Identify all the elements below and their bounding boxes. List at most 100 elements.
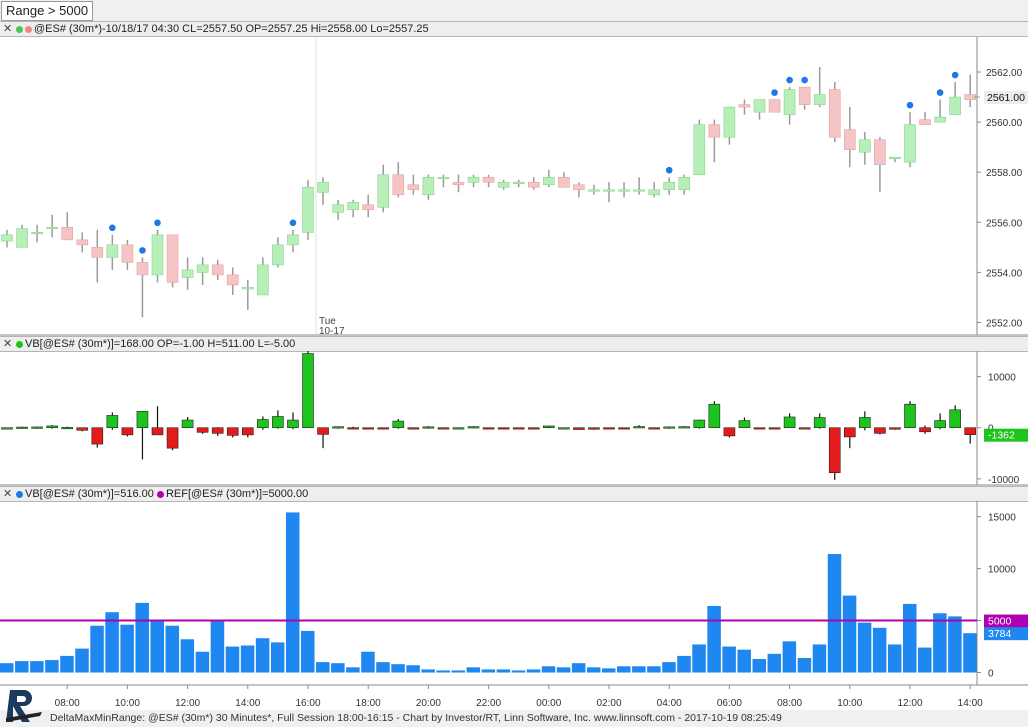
signal-dot [109,224,116,232]
delta-bar [452,427,465,430]
delta-last-label: -1362 [988,430,1015,442]
volume-bar [30,661,44,673]
series-dot-icon [16,25,23,33]
time-tick-label: 10:00 [837,698,862,709]
delta-bar [618,427,630,430]
signal-dot [289,219,297,227]
candle-body [723,106,736,138]
volume-bar [918,647,932,673]
range-filter-label[interactable]: Range > 5000 [1,1,94,21]
delta-bar [813,417,826,429]
footer-text: DeltaMaxMinRange: @ES# (30m*) 30 Minutes… [50,712,782,724]
delta-bar [91,427,104,445]
close-icon[interactable]: ✕ [3,488,13,500]
volume-bar [165,625,180,673]
price-tick-label: 2552.00 [986,318,1023,329]
close-icon[interactable]: ✕ [3,23,13,35]
delta-bar [889,427,901,430]
delta-tick-label: -10000 [988,475,1020,486]
close-icon[interactable]: ✕ [3,338,13,350]
volume-bar [346,667,360,673]
delta-bar [242,427,254,436]
candle-body [377,174,390,208]
volume-bar [60,655,74,673]
delta-bar [648,427,660,430]
time-tick-label: 10:00 [115,698,140,709]
volume-bar [857,622,872,673]
time-tick-label: 20:00 [416,698,441,709]
delta-bar [196,427,209,433]
delta-bar [287,419,299,429]
delta-bar [633,426,645,429]
time-tick-label: 02:00 [596,698,621,709]
candle-body [663,181,676,191]
volume-last-badge [984,627,1028,641]
candle-body [874,139,886,166]
volume-bar [662,662,676,673]
candle-body [588,189,600,192]
volume-bar [677,655,691,673]
last-price-badge [984,91,1028,105]
volume-header-text: VB[@ES# (30m*)]=516.00 [25,488,154,500]
candle-body [889,156,901,160]
candle-body [813,94,826,105]
price-tick-label: 2562.00 [986,68,1023,79]
time-tick-label: 08:00 [55,698,80,709]
delta-bar [723,427,736,437]
volume-bar [391,664,405,673]
time-tick-label: 04:00 [657,698,682,709]
candle-body [226,274,239,286]
delta-last-badge [984,428,1028,442]
volume-bar [466,667,481,673]
delta-bar [377,427,390,430]
signal-dot [801,76,808,84]
volume-bar [963,633,977,673]
delta-bar [753,427,766,430]
candle-body [949,96,961,115]
candle-body [136,262,149,276]
volume-bar [812,644,827,673]
volume-bar [617,666,631,673]
time-tick-label: 12:00 [897,698,922,709]
volume-bar [872,627,887,673]
time-tick-label: 18:00 [356,698,381,709]
delta-bar [166,427,179,449]
price-pane-header: ✕ @ES# (30m*)-10/18/17 04:30 CL=2557.50 … [0,21,1028,37]
delta-bar [61,427,74,430]
volume-bar [632,666,646,673]
candle-body [693,124,706,176]
delta-bar [497,427,510,430]
delta-bar [272,416,284,429]
delta-bar [1,427,13,430]
delta-tick-label: 0 [988,424,994,435]
candle-body [753,99,766,113]
last-price-label: 2561.00 [987,92,1025,104]
reference-badge [984,614,1028,628]
candle-body [497,181,510,188]
candle-body [648,189,660,196]
session-day-label: Tue [319,316,336,327]
volume-bar [511,670,526,673]
ref-header-text: REF[@ES# (30m*)]=5000.00 [165,488,309,500]
candle-body [196,264,209,273]
delta-bar [76,427,89,431]
delta-bar [407,427,420,430]
delta-bar [573,427,585,430]
delta-bar [693,419,706,429]
volume-bar [797,657,812,673]
volume-bar [376,662,390,673]
volume-bar [737,649,751,673]
volume-bar [602,668,616,673]
candle-body [828,89,841,138]
volume-bar [436,670,450,673]
volume-bar [421,669,435,673]
candle-body [46,227,58,230]
volume-bar [225,646,240,673]
time-tick-label: 00:00 [536,698,561,709]
delta-bar [934,420,946,429]
volume-bar [331,663,345,673]
candle-body [708,124,721,138]
delta-bar [392,420,405,429]
candle-body [76,239,89,246]
